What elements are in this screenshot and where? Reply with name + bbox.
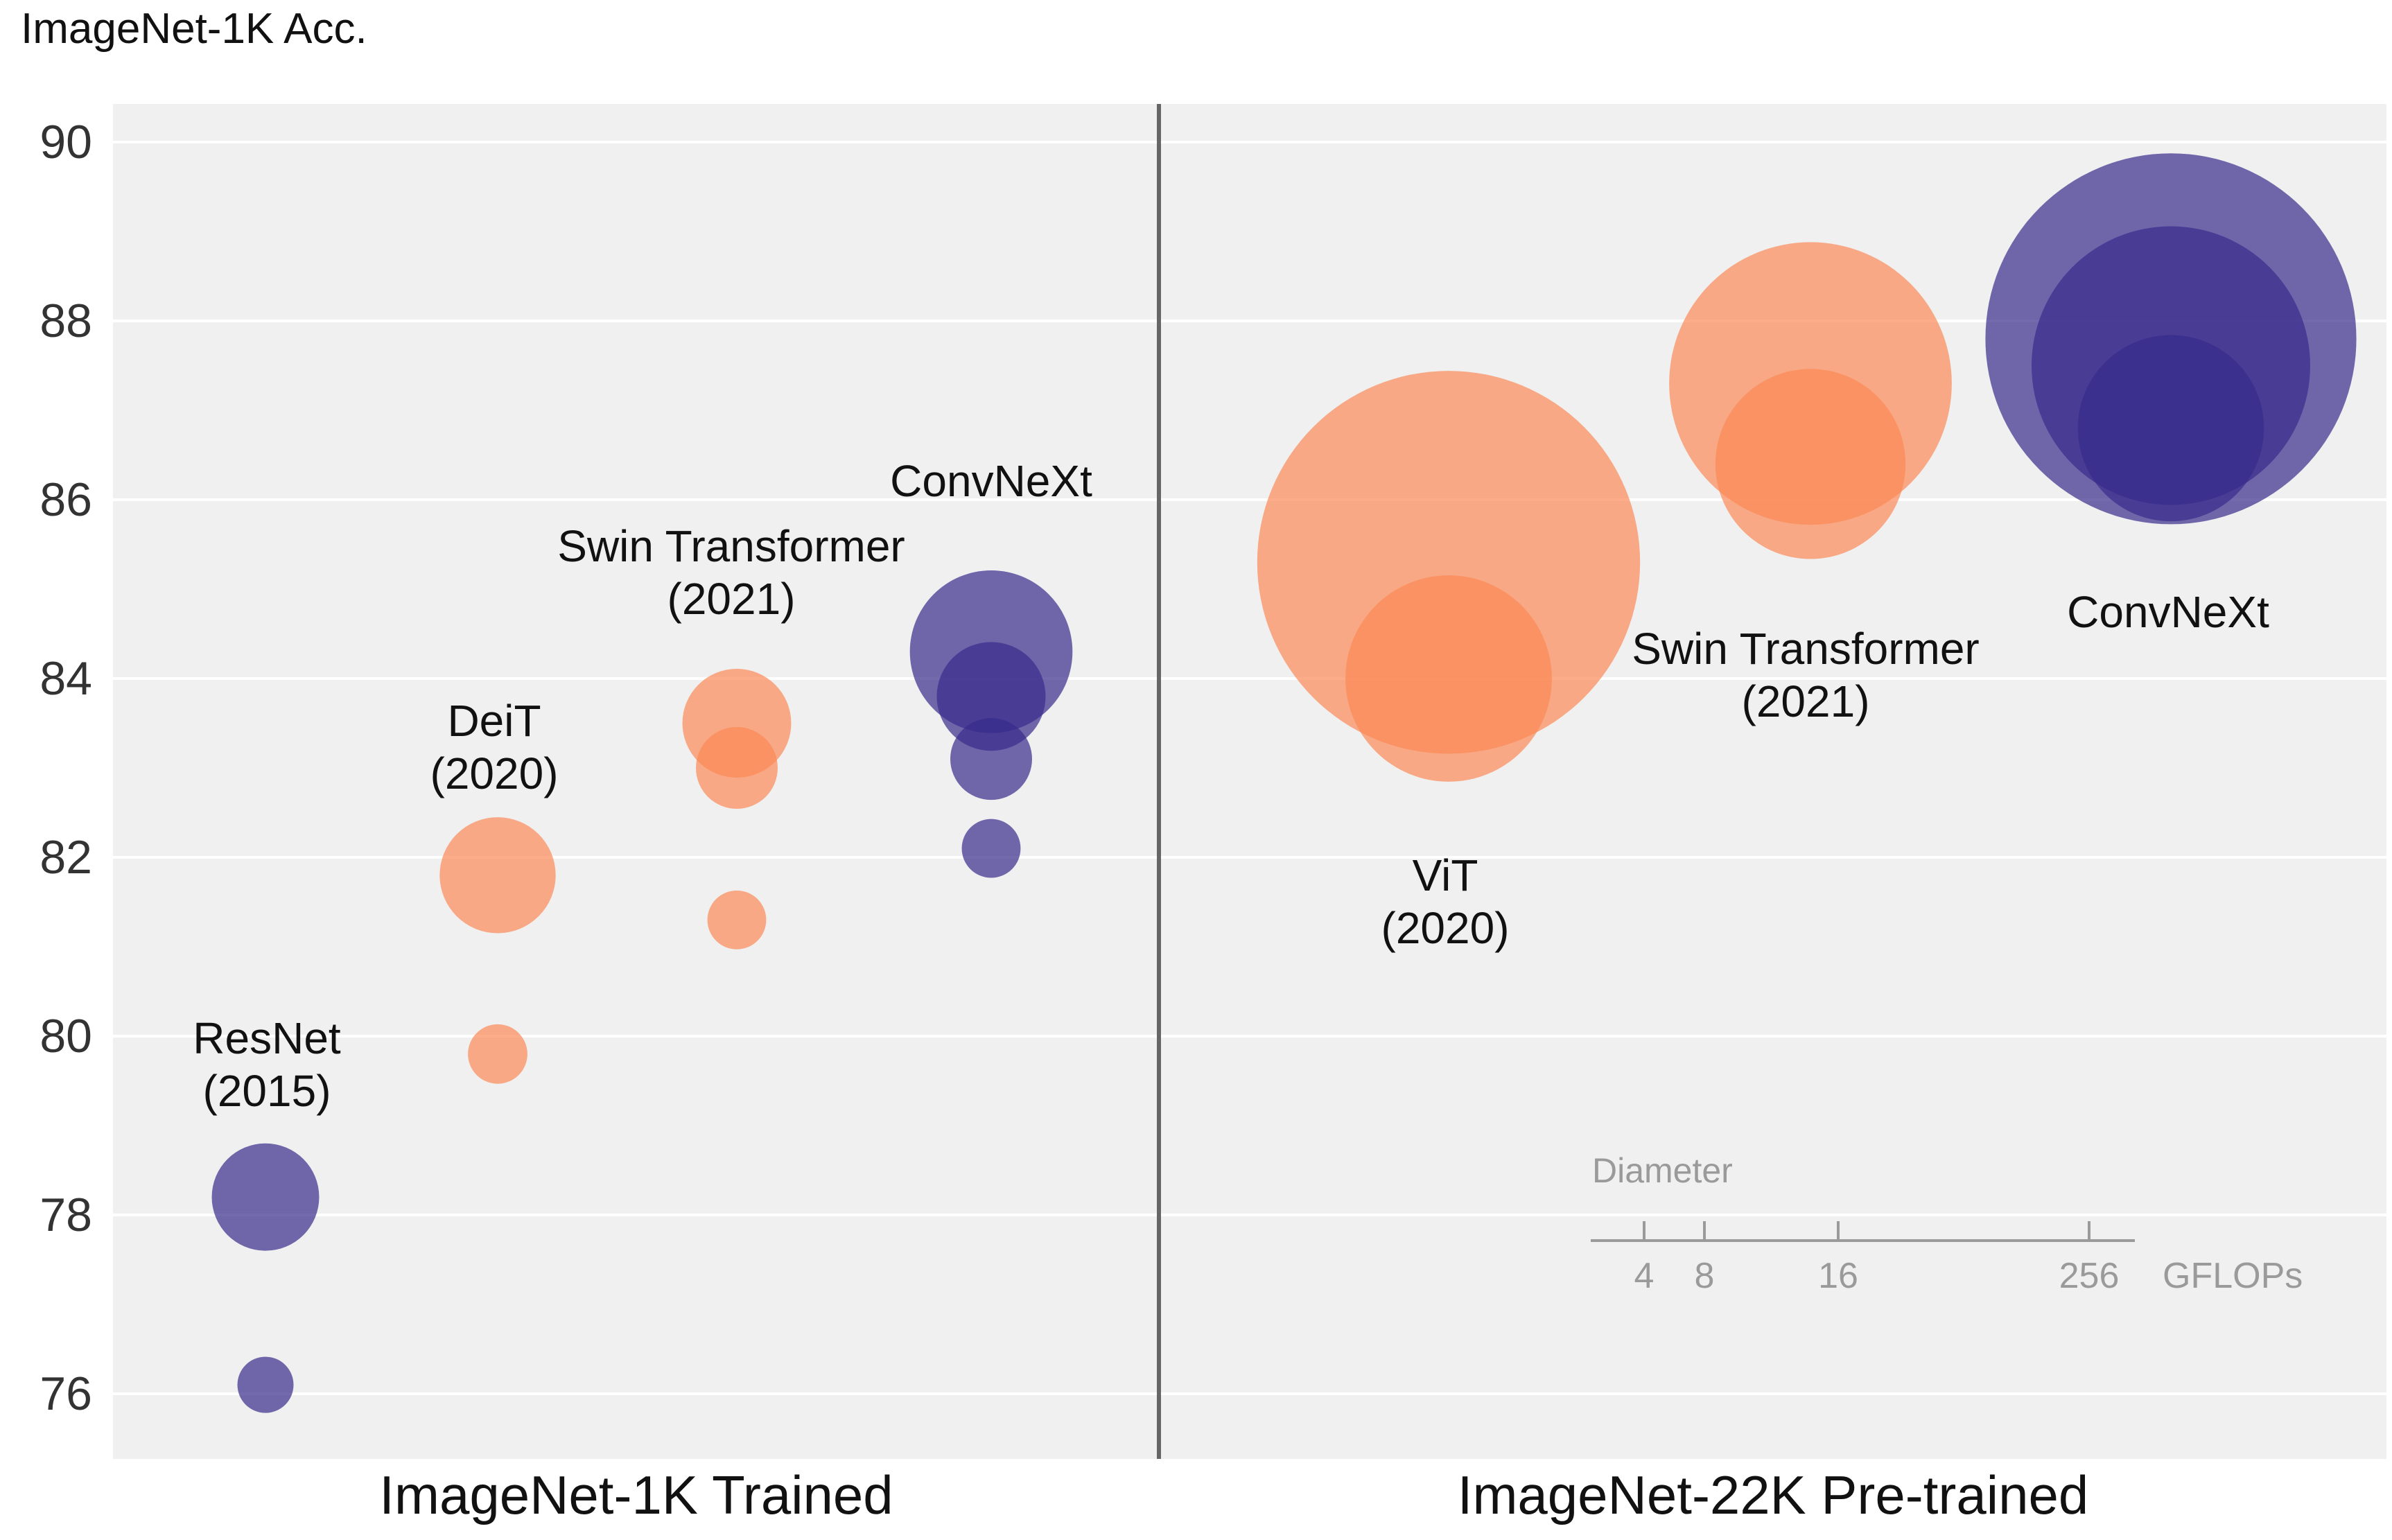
y-tick-label-80: 80: [40, 1010, 92, 1062]
bubble-resnet-2015-acc-76.1: [237, 1356, 294, 1413]
series-label-line: Swin Transformer: [1632, 624, 1979, 674]
series-label-vit-2020: ViT (2020): [1381, 850, 1510, 953]
series-label-swin-transformer-2021: Swin Transformer (2021): [557, 521, 905, 624]
bubble-convnext-imagenet-22k-acc-86.8: [2077, 335, 2264, 522]
y-tick-label-76: 76: [40, 1367, 92, 1420]
bubble-swin-transformer-2021-acc-81.3: [707, 890, 767, 950]
bubble-convnext-imagenet-1k-acc-83.8: [936, 642, 1046, 751]
series-label-line: Swin Transformer: [557, 521, 905, 571]
series-label-line: ViT: [1413, 850, 1478, 900]
series-label-line: DeiT: [447, 696, 541, 746]
series-label-swin-transformer-2021-22k: Swin Transformer (2021): [1632, 624, 1979, 726]
legend-title: Diameter: [1592, 1151, 1733, 1190]
legend-tick-label-4: 4: [1634, 1256, 1655, 1296]
series-label-line: ResNet: [193, 1013, 341, 1063]
series-label-line: (2015): [203, 1066, 331, 1116]
series-label-line: (2021): [667, 574, 796, 624]
y-tick-label-90: 90: [40, 116, 92, 168]
bubble-swin-transformer-2021-acc-83: [696, 727, 778, 809]
series-label-line: (2020): [1381, 903, 1510, 953]
bubble-deit-2020-acc-81.8: [439, 817, 556, 934]
series-label-line: ConvNeXt: [890, 456, 1092, 506]
series-label-convnext-imagenet-1k: ConvNeXt: [890, 456, 1092, 506]
bubble-deit-2020-acc-79.8: [468, 1024, 527, 1084]
series-label-line: ConvNeXt: [2067, 587, 2269, 637]
y-tick-label-78: 78: [40, 1189, 92, 1241]
bubble-swin-transformer-2021-22k-acc-86.4: [1715, 369, 1906, 559]
y-tick-label-86: 86: [40, 473, 92, 526]
bubble-convnext-imagenet-1k-acc-83.1: [950, 718, 1032, 800]
x-axis-label-imagenet-1k-trained: ImageNet-1K Trained: [379, 1464, 893, 1525]
y-tick-label-84: 84: [40, 652, 92, 705]
y-tick-label-88: 88: [40, 295, 92, 347]
series-label-line: (2021): [1742, 676, 1870, 726]
chart-title: ImageNet-1K Acc.: [21, 5, 367, 53]
legend-unit-label: GFLOPs: [2163, 1256, 2303, 1296]
legend-tick-label-8: 8: [1695, 1256, 1715, 1296]
bubble-resnet-2015-acc-78.2: [211, 1143, 320, 1251]
bubble-vit-2020-acc-84: [1345, 575, 1552, 782]
legend-tick-label-16: 16: [1818, 1256, 1858, 1296]
series-label-convnext-imagenet-22k: ConvNeXt: [2067, 587, 2269, 637]
legend-tick-label-256: 256: [2059, 1256, 2120, 1296]
series-label-deit-2020: DeiT (2020): [430, 696, 559, 798]
y-tick-label-82: 82: [40, 831, 92, 884]
x-axis-label-imagenet-22k-pretrained: ImageNet-22K Pre-trained: [1457, 1464, 2089, 1525]
series-label-resnet-2015: ResNet (2015): [193, 1013, 341, 1116]
bubble-convnext-imagenet-1k-acc-82.1: [961, 819, 1021, 878]
series-label-line: (2020): [430, 749, 559, 798]
